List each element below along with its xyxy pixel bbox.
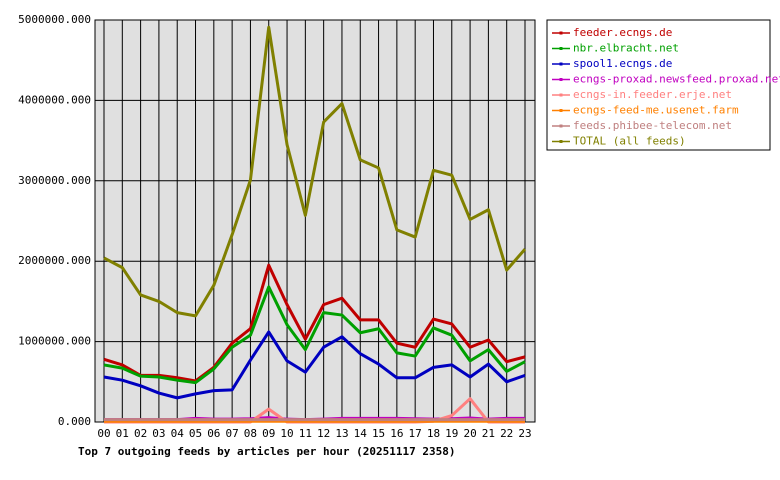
legend-marker [559, 78, 563, 81]
x-tick-label: 18 [427, 427, 440, 440]
legend-marker [559, 140, 563, 143]
y-tick-label: 5000000.000 [18, 13, 91, 26]
legend-marker [559, 62, 563, 66]
x-tick-label: 22 [500, 427, 513, 440]
x-tick-label: 08 [244, 427, 257, 440]
legend-label: nbr.elbracht.net [573, 42, 679, 55]
x-tick-label: 10 [280, 427, 293, 440]
x-tick-label: 15 [372, 427, 385, 440]
x-tick-label: 12 [317, 427, 330, 440]
legend-marker [559, 124, 563, 128]
x-tick-label: 23 [518, 427, 531, 440]
legend-label: ecngs-in.feeder.erje.net [573, 88, 732, 101]
x-tick-label: 09 [262, 427, 275, 440]
x-tick-label: 01 [116, 427, 129, 440]
y-tick-label: 2000000.000 [18, 254, 91, 267]
legend-marker [559, 47, 563, 50]
x-tick-label: 14 [354, 427, 368, 440]
x-tick-label: 03 [152, 427, 165, 440]
x-tick-label: 06 [207, 427, 220, 440]
series-line [103, 263, 526, 383]
legend-marker [559, 109, 563, 112]
x-tick-label: 07 [226, 427, 239, 440]
series-line [103, 285, 526, 385]
x-tick-label: 19 [445, 427, 458, 440]
series-line [103, 330, 526, 400]
y-tick-label: 0.000 [58, 415, 91, 428]
x-tick-label: 17 [409, 427, 422, 440]
legend-label: TOTAL (all feeds) [573, 135, 686, 148]
x-tick-label: 20 [463, 427, 476, 440]
series-line [103, 25, 527, 318]
x-tick-label: 16 [390, 427, 403, 440]
plot-area [94, 19, 536, 423]
x-tick-label: 04 [171, 427, 185, 440]
chart-title: Top 7 outgoing feeds by articles per hou… [78, 445, 456, 458]
y-tick-label: 3000000.000 [18, 174, 91, 187]
y-tick-label: 4000000.000 [18, 93, 91, 106]
legend-box [546, 19, 771, 151]
legend-marker [559, 31, 563, 35]
y-tick-label: 1000000.000 [18, 335, 91, 348]
x-tick-label: 02 [134, 427, 147, 440]
x-tick-label: 13 [335, 427, 348, 440]
x-tick-label: 05 [189, 427, 202, 440]
x-tick-label: 11 [299, 427, 312, 440]
legend-label: feeder.ecngs.de [573, 26, 672, 39]
x-tick-label: 21 [482, 427, 495, 440]
legend-marker [559, 93, 563, 97]
legend-label: ecngs-proxad.newsfeed.proxad.net [573, 73, 780, 86]
legend-label: spool1.ecngs.de [573, 57, 672, 70]
legend-label: ecngs-feed-me.usenet.farm [573, 104, 739, 117]
x-tick-label: 00 [97, 427, 110, 440]
legend-label: feeds.phibee-telecom.net [573, 119, 732, 132]
